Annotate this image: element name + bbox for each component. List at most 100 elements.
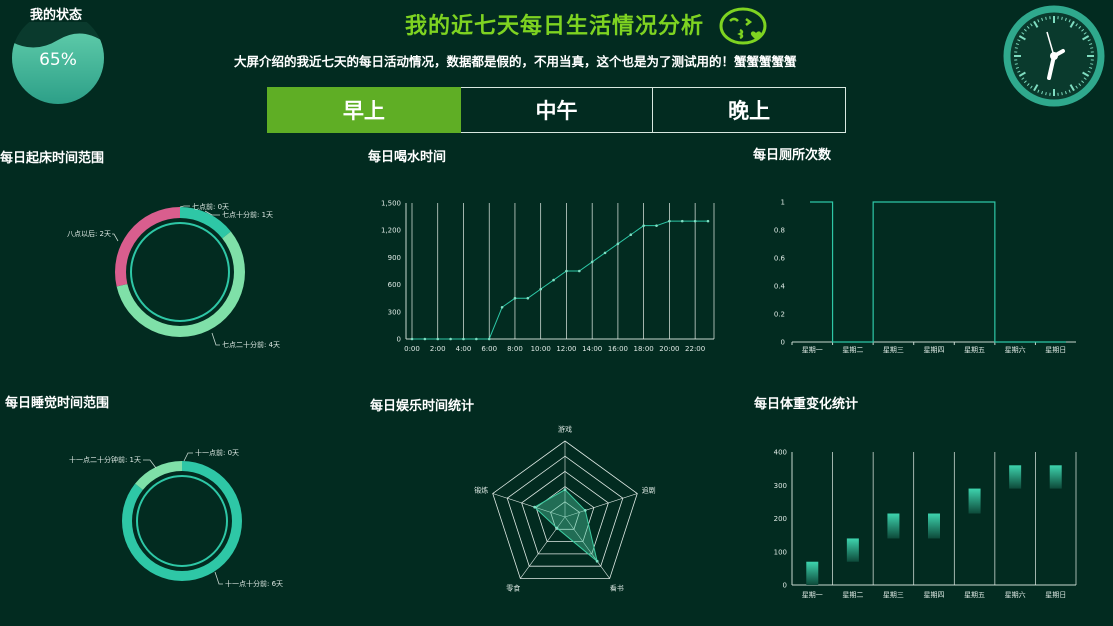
wake-donut-inner-ring: [130, 222, 230, 322]
sleep-donut-slice: [135, 461, 182, 490]
clock-icon: [1003, 5, 1105, 107]
water-point: [475, 337, 478, 341]
water-point: [526, 296, 530, 300]
water-point: [668, 219, 671, 223]
water-y-tick: 300: [388, 308, 401, 316]
water-point: [462, 337, 465, 341]
fun-radar-indicator: 追剧: [642, 485, 656, 494]
sleep-donut-label-line: [143, 459, 157, 469]
wake-donut-label-line: [112, 233, 119, 242]
fun-radar-grid: [506, 455, 624, 567]
status-gauge: 65%: [12, 22, 104, 104]
water-point: [436, 337, 440, 341]
wake-donut-slice: [115, 207, 180, 287]
weight-x-tick: 星期一: [802, 591, 823, 599]
toilet-x-tick: 星期二: [842, 346, 863, 354]
tab-noon[interactable]: 中午: [460, 87, 654, 133]
toilet-x-tick: 星期日: [1045, 346, 1066, 354]
toilet-y-tick: 0.2: [774, 311, 785, 319]
weight-bar: [968, 488, 981, 514]
tab-evening[interactable]: 晚上: [653, 87, 847, 133]
wake-donut-label-line: [204, 210, 220, 216]
water-point: [487, 337, 491, 341]
wake-donut-label: 七点前: 0天: [192, 202, 229, 211]
water-x-tick: 12:00: [556, 345, 576, 353]
water-x-tick: 22:00: [685, 345, 705, 353]
fun-radar-point: [533, 505, 537, 509]
water-point: [578, 269, 581, 273]
fun-radar-grid: [521, 470, 609, 555]
water-point: [603, 251, 607, 255]
toilet-y-tick: 0.8: [774, 227, 785, 235]
water-x-tick: 16:00: [608, 345, 628, 353]
weight-y-tick: 400: [774, 449, 787, 457]
water-point: [680, 219, 684, 223]
wake-donut-label-line: [179, 205, 190, 208]
weight-x-tick: 星期四: [924, 591, 945, 599]
water-point: [590, 260, 594, 264]
weight-bar: [1009, 465, 1022, 489]
toilet-x-tick: 星期四: [924, 346, 945, 354]
weight-x-tick: 星期六: [1005, 590, 1026, 599]
water-point: [565, 269, 568, 273]
fun-radar-indicator: 看书: [610, 584, 624, 593]
status-label: 我的状态: [30, 8, 83, 23]
fun-radar-axis: [492, 493, 566, 518]
wake-chart-title: 每日起床时间范围: [0, 151, 105, 166]
time-tabs: 早上 中午 晚上: [267, 87, 847, 133]
weight-bar: [806, 561, 819, 585]
fun-radar-point: [595, 559, 599, 563]
sleep-donut-label-line: [183, 452, 193, 462]
weight-bar: [1049, 465, 1062, 489]
water-point: [616, 242, 620, 246]
water-point: [410, 337, 414, 341]
water-point: [655, 224, 658, 227]
water-point: [500, 305, 504, 309]
water-point: [513, 296, 517, 300]
weight-x-tick: 星期二: [842, 591, 863, 599]
water-point: [629, 233, 633, 237]
page-subtitle: 大屏介绍的我近七天的每日活动情况，数据都是假的，不用当真，这个也是为了测试用的！…: [234, 54, 797, 69]
water-x-tick: 8:00: [507, 345, 523, 353]
weight-bar-chart: 0 100 200 300 400 星期一 星期二 星期三 星期四 星期五 星期六 星期日: [774, 449, 1077, 599]
sleep-donut-inner-ring: [136, 475, 228, 567]
water-y-tick: 1,200: [381, 227, 401, 235]
toilet-x-tick: 星期五: [964, 346, 985, 354]
weight-y-tick: 100: [774, 548, 787, 556]
fun-radar-grid: [492, 440, 638, 579]
water-point: [642, 224, 645, 227]
kiss-emoji-icon: [719, 7, 767, 45]
weight-y-tick: 200: [774, 515, 787, 523]
status-value: 65%: [39, 50, 77, 70]
fun-radar-indicator: 锻炼: [474, 485, 488, 494]
sleep-donut-label: 十一点前: 0天: [195, 448, 239, 457]
weight-x-tick: 星期日: [1045, 591, 1066, 599]
water-x-tick: 14:00: [582, 345, 602, 353]
fun-radar-indicator: 游戏: [558, 425, 572, 434]
water-point: [552, 278, 555, 282]
fun-radar-axis: [564, 493, 638, 518]
fun-radar-indicator: 零食: [506, 584, 520, 593]
sleep-donut-label: 十一点十分前: 6天: [225, 579, 283, 588]
water-x-tick: 20:00: [659, 345, 679, 353]
weight-y-tick: 300: [774, 482, 787, 490]
water-point: [539, 287, 542, 291]
sleep-donut-label: 十一点二十分钟前: 1天: [69, 455, 141, 464]
toilet-y-tick: 0: [781, 339, 785, 347]
water-line-chart: 0:00 2:00 4:00 6:00 8:00 10:00 12:00 14:00 16:00…: [381, 200, 715, 353]
water-y-tick: 600: [388, 281, 401, 289]
toilet-chart-title: 每日厕所次数: [753, 148, 832, 163]
water-series-line: [412, 220, 708, 340]
weight-x-tick: 星期三: [883, 591, 904, 599]
fun-radar-point: [563, 488, 567, 492]
wake-donut-label: 七点十分前: 1天: [222, 210, 273, 219]
toilet-y-tick: 1: [781, 199, 785, 207]
toilet-x-tick: 星期三: [883, 346, 904, 354]
weight-bar: [928, 513, 940, 539]
fun-chart-title: 每日娱乐时间统计: [370, 399, 475, 414]
water-x-tick: 2:00: [430, 345, 446, 353]
tab-morning[interactable]: 早上: [267, 87, 461, 133]
water-x-tick: 4:00: [456, 345, 472, 353]
